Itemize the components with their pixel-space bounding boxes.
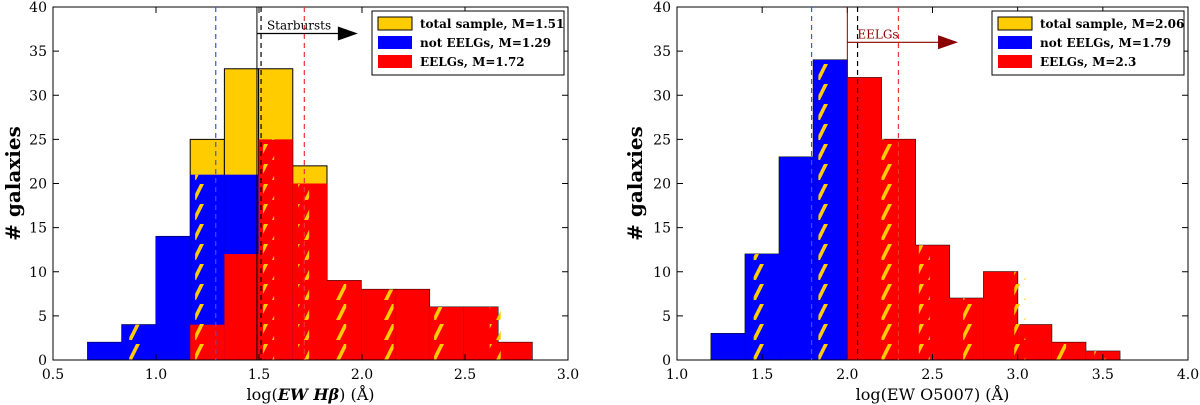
left-bar-eelgs-6 <box>395 289 430 360</box>
right-hatch-0 <box>753 254 765 360</box>
left-hatch-6 <box>434 307 446 360</box>
right-xlabel-part-1: EW O5007 <box>887 385 974 404</box>
right-ytick-label-0: 0 <box>662 353 671 369</box>
right-xlabel-part-2: ) (Å) <box>974 384 1009 404</box>
left-arrow-head <box>337 26 358 41</box>
left-ytick-label-7: 35 <box>29 44 47 60</box>
right-hatch-5 <box>1014 271 1026 360</box>
left-xlabel: log(EW Hβ) (Å) <box>246 384 374 404</box>
right-ytick-label-2: 10 <box>653 265 671 281</box>
right-legend-swatch-1 <box>998 36 1032 49</box>
right-hatch-6 <box>1055 342 1067 360</box>
right-xtick-label-3: 2.5 <box>921 367 943 383</box>
left-legend-label-2: EELGs, M=1.72 <box>420 55 525 69</box>
panel-left: 0.5 1.0 1.5 2.0 2.5 3.0 0 5 10 15 20 25 30 35 40 # gala… <box>1 0 579 404</box>
left-bar-eelgs-3 <box>292 183 327 360</box>
right-xtick-label-2: 2.0 <box>836 367 858 383</box>
left-xlabel-part-2: ) (Å) <box>339 384 374 404</box>
left-ylabel: # galaxies <box>1 126 25 241</box>
right-hatch-2 <box>881 139 893 360</box>
left-hatch-5 <box>382 289 394 360</box>
right-xtick-label-0: 1.0 <box>666 367 688 383</box>
right-legend-label-2: EELGs, M=2.3 <box>1040 55 1136 69</box>
left-xtick-label-5: 3.0 <box>557 367 579 383</box>
left-hatch-0 <box>129 324 141 360</box>
left-hatch-4 <box>335 280 347 360</box>
right-bar-eelgs-0 <box>847 77 882 360</box>
right-hatch-3 <box>918 245 930 360</box>
right-ytick-label-8: 40 <box>653 0 671 16</box>
left-bar-not-eelgs-0 <box>87 342 122 360</box>
left-bar-eelgs-9 <box>497 342 533 360</box>
left-legend-label-1: not EELGs, M=1.29 <box>420 36 551 50</box>
left-xtick-label-2: 1.5 <box>248 367 270 383</box>
left-legend-swatch-1 <box>378 36 412 49</box>
left-ytick-label-5: 25 <box>29 132 47 148</box>
right-legend-swatch-0 <box>997 16 1033 31</box>
left-ytick-label-2: 10 <box>29 265 47 281</box>
right-xtick-label-1: 1.5 <box>751 367 773 383</box>
left-legend-label-0: total sample, M=1.51 <box>420 17 564 31</box>
panel-right: 1.0 1.5 2.0 2.5 3.0 3.5 4.0 0 5 10 15 20 25 30 35 40 # g… <box>623 0 1199 404</box>
left-bar-eelgs-1 <box>224 254 259 360</box>
left-xlabel-part-0: log( <box>246 385 277 404</box>
right-ylabel: # galaxies <box>623 126 647 241</box>
right-bar-eelgs-4 <box>983 271 1018 360</box>
left-arrow-label: Starbursts <box>267 18 331 32</box>
left-hatch-7 <box>489 307 501 360</box>
left-bar-not-eelgs-2 <box>156 236 191 360</box>
right-xtick-label-6: 4.0 <box>1177 367 1199 383</box>
left-xtick-label-4: 2.5 <box>454 367 476 383</box>
left-xtick-label-1: 1.0 <box>145 367 167 383</box>
right-xlabel-part-0: log( <box>856 385 887 404</box>
right-bar-not-eelgs-0 <box>711 333 746 360</box>
left-xtick-label-0: 0.5 <box>42 367 64 383</box>
right-xlabel: log(EW O5007) (Å) <box>856 384 1010 404</box>
right-ytick-label-7: 35 <box>653 44 671 60</box>
right-xtick-label-4: 3.0 <box>1007 367 1029 383</box>
right-legend-swatch-2 <box>998 55 1032 68</box>
right-ytick-label-6: 30 <box>653 88 671 104</box>
left-legend-swatch-0 <box>377 16 413 31</box>
right-arrow-label: EELGs <box>857 27 898 41</box>
left-ytick-label-1: 5 <box>38 309 47 325</box>
right-ytick-label-1: 5 <box>662 309 671 325</box>
left-ytick-label-4: 20 <box>29 177 47 193</box>
right-legend-label-0: total sample, M=2.06 <box>1040 17 1184 31</box>
right-xtick-label-5: 3.5 <box>1092 367 1114 383</box>
right-hatch-4 <box>963 298 975 360</box>
left-ytick-label-6: 30 <box>29 88 47 104</box>
right-hatch-1 <box>818 59 830 360</box>
right-hatch-7 <box>1094 351 1106 360</box>
right-arrow-head <box>938 35 959 50</box>
left-ytick-label-3: 15 <box>29 221 47 237</box>
left-hatch-3 <box>298 183 310 360</box>
right-legend-label-1: not EELGs, M=1.79 <box>1040 36 1171 50</box>
right-ytick-label-4: 20 <box>653 177 671 193</box>
right-bar-not-eelgs-2 <box>779 157 814 360</box>
left-hatch-1 <box>195 174 207 360</box>
left-ytick-label-8: 40 <box>29 0 47 16</box>
right-ytick-label-5: 25 <box>653 132 671 148</box>
left-hatch-2 <box>263 139 275 360</box>
right-ytick-label-3: 15 <box>653 221 671 237</box>
left-legend-swatch-2 <box>378 55 412 68</box>
left-ytick-label-0: 0 <box>38 353 47 369</box>
left-xtick-label-3: 2.0 <box>351 367 373 383</box>
left-xlabel-part-1: EW Hβ <box>277 385 340 404</box>
